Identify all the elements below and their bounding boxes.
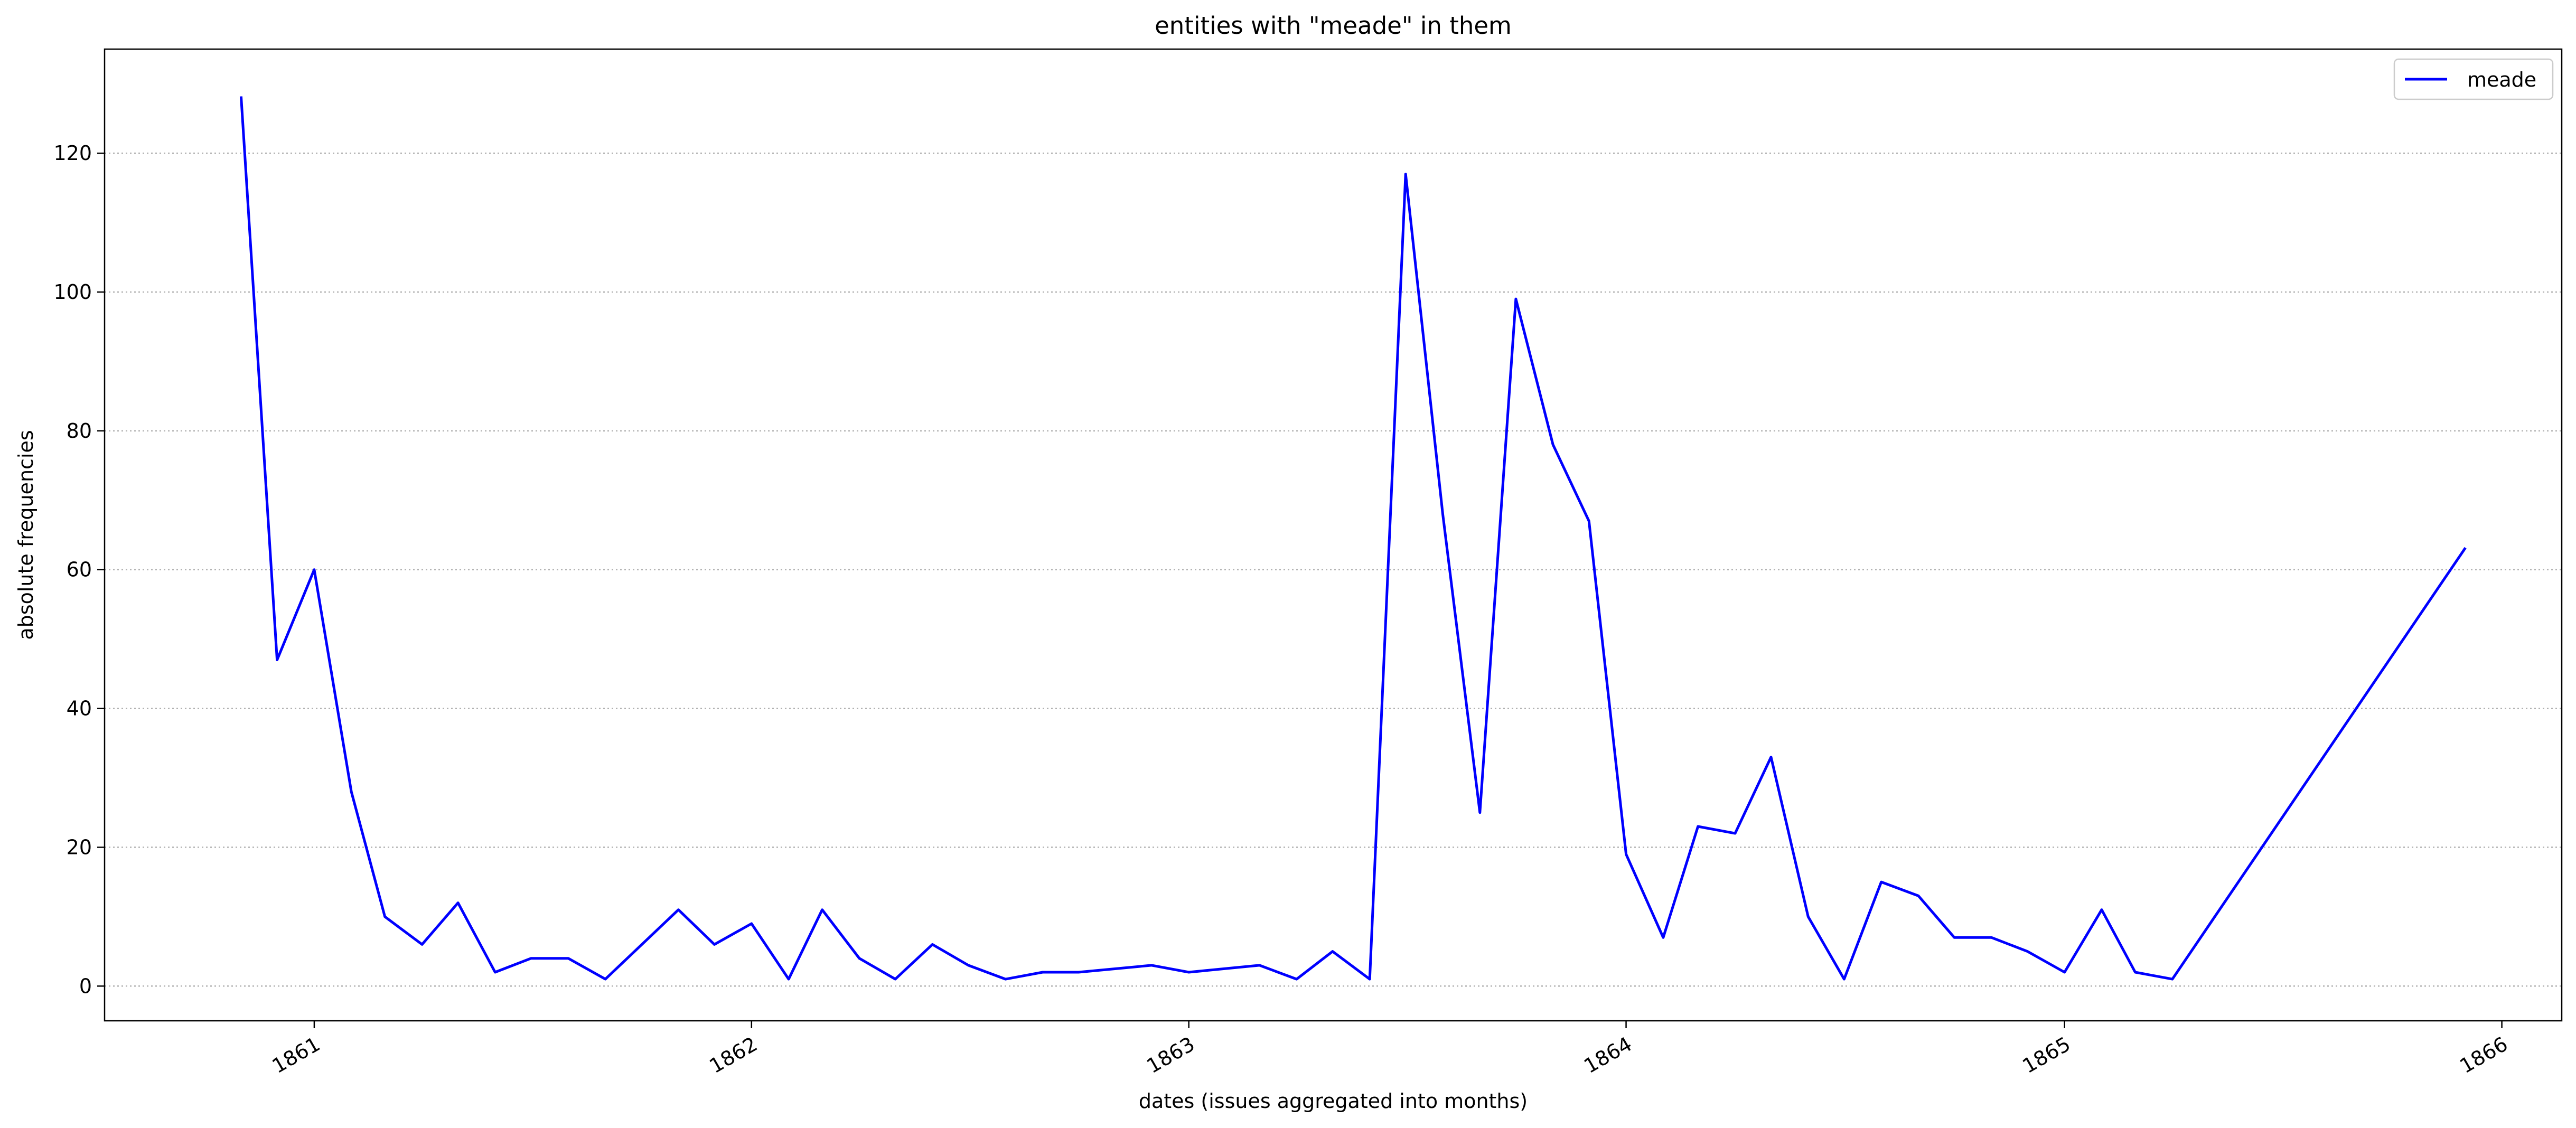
legend: meade: [2393, 58, 2554, 100]
chart-title: entities with "meade" in them: [1155, 12, 1512, 40]
y-axis: 0 20 40 60 80 100 120: [53, 142, 105, 998]
y-tick-label-120: 120: [53, 142, 92, 165]
series-line-meade: [239, 96, 2467, 981]
y-axis-label: absolute frequencies: [14, 430, 38, 640]
y-tick-label-20: 20: [67, 835, 92, 859]
y-tick-label-100: 100: [53, 280, 92, 304]
legend-label-meade: meade: [2467, 68, 2536, 91]
x-axis-label: dates (issues aggregated into months): [1139, 1089, 1528, 1113]
y-tick-label-80: 80: [67, 419, 92, 443]
y-tick-label-60: 60: [67, 558, 92, 581]
series-layer: [239, 96, 2467, 981]
y-tick-label-0: 0: [79, 974, 92, 998]
plot-frame: [104, 48, 2563, 1022]
legend-box: [2393, 58, 2554, 100]
y-tick-label-40: 40: [67, 697, 92, 720]
